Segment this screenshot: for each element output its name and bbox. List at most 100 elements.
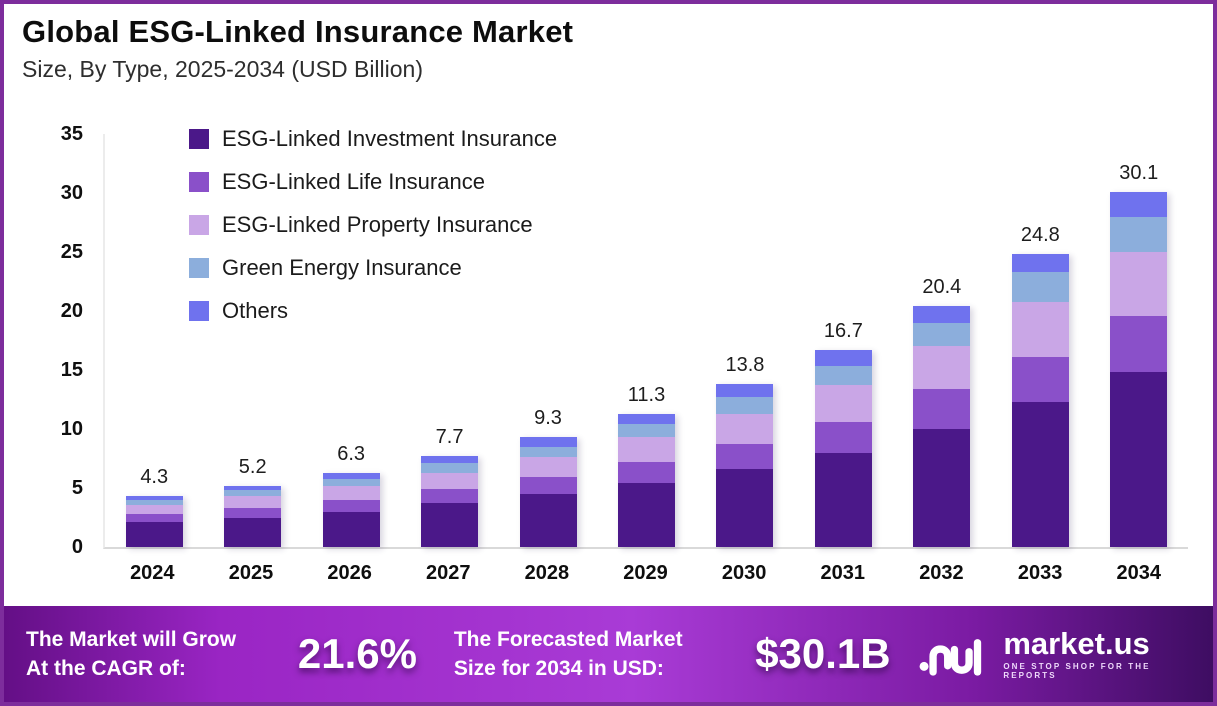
cagr-label: The Market will Grow At the CAGR of: bbox=[26, 625, 261, 684]
bar-column-2031: 16.7 bbox=[794, 134, 892, 547]
segment-2032-esg-linked-investment-insurance bbox=[913, 429, 971, 547]
segment-2031-esg-linked-life-insurance bbox=[814, 421, 872, 453]
legend-item-others: Others bbox=[189, 298, 557, 324]
legend-swatch-esg-linked-investment-insurance bbox=[189, 129, 209, 149]
bar-total-label-2027: 7.7 bbox=[435, 426, 464, 449]
segment-2031-others bbox=[814, 349, 872, 367]
chart-header: Global ESG-Linked Insurance Market Size,… bbox=[22, 14, 573, 83]
segment-2028-others bbox=[519, 437, 577, 447]
segment-2027-esg-linked-life-insurance bbox=[421, 489, 479, 504]
bar-stack-2034 bbox=[1110, 191, 1168, 547]
segment-2034-esg-linked-investment-insurance bbox=[1110, 372, 1168, 547]
segment-2032-esg-linked-property-insurance bbox=[913, 346, 971, 389]
bar-total-label-2032: 20.4 bbox=[922, 276, 962, 299]
bar-total-label-2033: 24.8 bbox=[1020, 224, 1060, 247]
segment-2030-esg-linked-property-insurance bbox=[716, 413, 774, 445]
bar-column-2029: 11.3 bbox=[597, 134, 695, 547]
segment-2025-esg-linked-investment-insurance bbox=[224, 517, 282, 547]
y-tick-30: 30 bbox=[60, 182, 83, 204]
bar-column-2032: 20.4 bbox=[893, 134, 991, 547]
page-title: Global ESG-Linked Insurance Market bbox=[22, 14, 574, 49]
segment-2030-others bbox=[716, 384, 774, 398]
cagr-label-line2: At the CAGR of: bbox=[26, 657, 186, 680]
x-label-2028: 2028 bbox=[524, 562, 570, 584]
segment-2026-esg-linked-life-insurance bbox=[322, 499, 380, 512]
y-tick-15: 15 bbox=[60, 359, 83, 381]
legend: ESG-Linked Investment Insurance ESG-Linke… bbox=[189, 126, 557, 324]
legend-item-esg-linked-life-insurance: ESG-Linked Life Insurance bbox=[189, 169, 557, 195]
segment-2029-esg-linked-property-insurance bbox=[617, 437, 675, 463]
forecast-label-line2: Size for 2034 in USD: bbox=[453, 657, 664, 680]
legend-label-esg-linked-life-insurance: ESG-Linked Life Insurance bbox=[222, 169, 485, 194]
legend-label-green-energy-insurance: Green Energy Insurance bbox=[222, 255, 462, 280]
segment-2034-others bbox=[1110, 191, 1168, 217]
bar-stack-2027 bbox=[421, 456, 479, 547]
x-label-2025: 2025 bbox=[228, 562, 274, 584]
segment-2033-others bbox=[1011, 254, 1069, 273]
bar-column-2025: 5.2 bbox=[203, 134, 301, 547]
legend-label-others: Others bbox=[222, 298, 289, 323]
segment-2029-esg-linked-life-insurance bbox=[617, 462, 675, 484]
segment-2030-green-energy-insurance bbox=[716, 397, 774, 414]
segment-2032-others bbox=[913, 306, 971, 323]
forecast-label-line1: The Forecasted Market bbox=[453, 627, 683, 651]
legend-swatch-green-energy-insurance bbox=[189, 258, 209, 278]
segment-2029-green-energy-insurance bbox=[617, 424, 675, 438]
x-label-2030: 2030 bbox=[721, 562, 767, 584]
bar-total-label-2034: 30.1 bbox=[1119, 161, 1159, 184]
x-label-2034: 2034 bbox=[1116, 562, 1161, 584]
x-label-2029: 2029 bbox=[623, 562, 668, 584]
x-label-2032: 2032 bbox=[919, 562, 964, 584]
segment-2024-green-energy-insurance bbox=[125, 499, 183, 505]
segment-2027-green-energy-insurance bbox=[421, 463, 479, 473]
y-tick-0: 0 bbox=[71, 536, 83, 558]
x-label-2026: 2026 bbox=[327, 562, 372, 584]
segment-2024-esg-linked-property-insurance bbox=[125, 504, 183, 514]
bar-total-label-2031: 16.7 bbox=[823, 319, 863, 342]
legend-item-esg-linked-property-insurance: ESG-Linked Property Insurance bbox=[189, 212, 557, 238]
segment-2032-esg-linked-life-insurance bbox=[913, 388, 971, 429]
bar-stack-2029 bbox=[617, 413, 675, 547]
bar-column-2034: 30.1 bbox=[1090, 134, 1188, 547]
bar-column-2026: 6.3 bbox=[302, 134, 400, 547]
bar-column-2027: 7.7 bbox=[400, 134, 498, 547]
bar-stack-2032 bbox=[913, 306, 971, 547]
bar-total-label-2024: 4.3 bbox=[140, 466, 169, 489]
bar-stack-2026 bbox=[322, 472, 380, 547]
segment-2027-esg-linked-property-insurance bbox=[421, 472, 479, 490]
cagr-value: 21.6% bbox=[297, 630, 417, 677]
segment-2033-esg-linked-life-insurance bbox=[1011, 357, 1069, 402]
y-tick-10: 10 bbox=[60, 418, 83, 440]
segment-2029-others bbox=[617, 413, 675, 425]
segment-2033-esg-linked-property-insurance bbox=[1011, 301, 1069, 358]
segment-2028-green-energy-insurance bbox=[519, 446, 577, 458]
segment-2028-esg-linked-investment-insurance bbox=[519, 493, 577, 547]
bar-stack-2028 bbox=[519, 437, 577, 547]
bar-stack-2024 bbox=[125, 496, 183, 547]
bar-total-label-2030: 13.8 bbox=[725, 354, 765, 377]
x-label-2027: 2027 bbox=[425, 562, 471, 584]
market-us-logo: market.us ONE STOP SHOP FOR THE REPORTS bbox=[919, 628, 1191, 680]
bar-column-2024: 4.3 bbox=[105, 134, 203, 547]
y-tick-25: 25 bbox=[60, 241, 83, 263]
segment-2024-esg-linked-life-insurance bbox=[125, 513, 183, 523]
segment-2026-others bbox=[322, 472, 380, 479]
bar-column-2033: 24.8 bbox=[991, 134, 1089, 547]
segment-2030-esg-linked-investment-insurance bbox=[716, 469, 774, 547]
legend-label-esg-linked-property-insurance: ESG-Linked Property Insurance bbox=[222, 212, 533, 237]
forecast-label: The Forecasted Market Size for 2034 in U… bbox=[454, 625, 727, 684]
segment-2031-esg-linked-property-insurance bbox=[814, 385, 872, 422]
legend-label-esg-linked-investment-insurance: ESG-Linked Investment Insurance bbox=[222, 126, 558, 151]
y-axis: 0 5 10 15 20 25 30 35 bbox=[39, 123, 99, 558]
segment-2027-others bbox=[421, 456, 479, 464]
segment-2026-esg-linked-property-insurance bbox=[322, 485, 380, 500]
legend-swatch-esg-linked-property-insurance bbox=[189, 215, 209, 235]
bar-stack-2025 bbox=[224, 485, 282, 547]
segment-2032-green-energy-insurance bbox=[913, 322, 971, 347]
bar-total-label-2029: 11.3 bbox=[627, 383, 666, 406]
segment-2028-esg-linked-life-insurance bbox=[519, 477, 577, 494]
x-label-2033: 2033 bbox=[1017, 562, 1063, 584]
segment-2033-green-energy-insurance bbox=[1011, 272, 1069, 302]
bar-total-label-2026: 6.3 bbox=[337, 442, 366, 465]
